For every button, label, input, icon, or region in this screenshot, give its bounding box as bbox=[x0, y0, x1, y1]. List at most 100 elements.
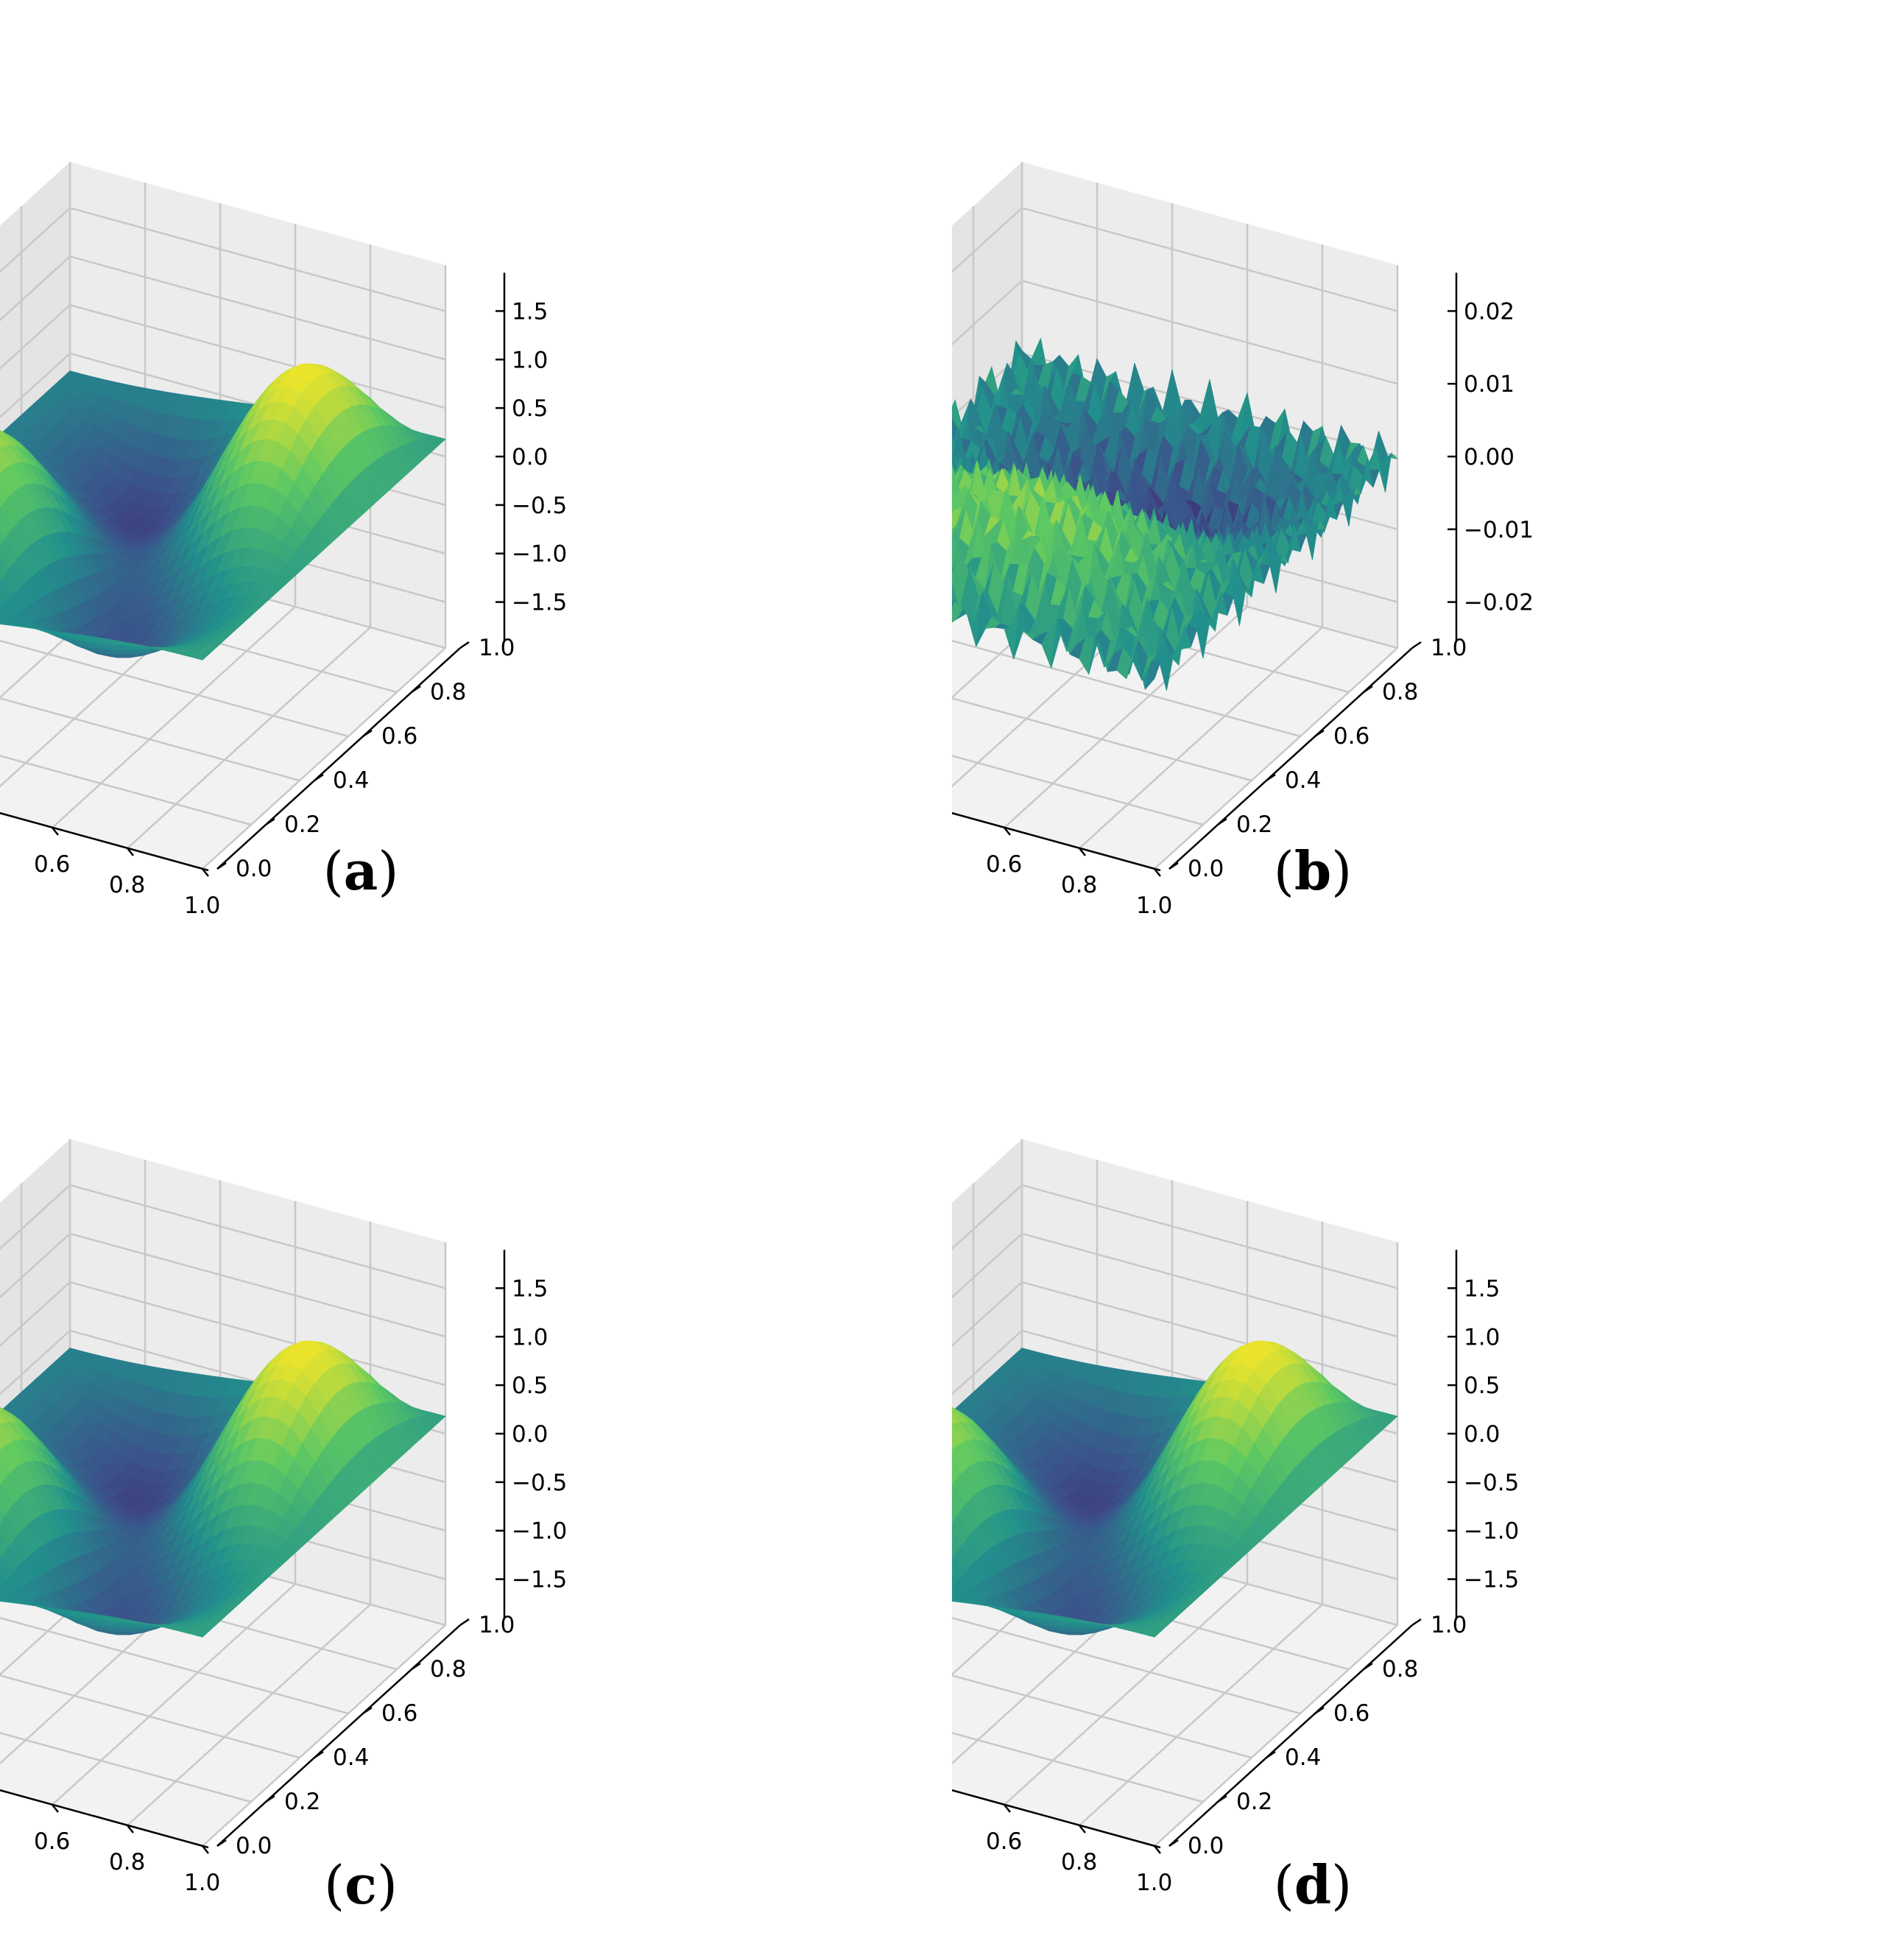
panel-b-y-tick-mark bbox=[1363, 685, 1373, 694]
panel-a-y-tick-label: 0.8 bbox=[430, 679, 466, 705]
panel-c: 0.00.20.40.60.81.00.00.20.40.60.81.0−1.5… bbox=[0, 977, 952, 1954]
panel-c-y-tick-label: 0.4 bbox=[333, 1744, 369, 1771]
panel-b-x-axis-line bbox=[952, 811, 1161, 872]
panel-a-y-tick-mark bbox=[459, 641, 470, 649]
panel-c-x-tick-mark bbox=[202, 1845, 209, 1854]
panel-b: 0.00.20.40.60.81.00.00.20.40.60.81.0−0.0… bbox=[952, 0, 1904, 977]
panel-c-surface-cell bbox=[189, 1627, 211, 1638]
panel-c-y-tick-mark bbox=[411, 1662, 421, 1671]
panel-a-y-tick-label: 0.0 bbox=[236, 856, 272, 882]
panel-c-z-tick-label: 1.5 bbox=[512, 1275, 548, 1302]
panel-a-x-tick-mark bbox=[127, 848, 134, 856]
panel-d-y-tick-mark bbox=[1363, 1662, 1373, 1671]
panel-a-y-tick-mark bbox=[314, 773, 324, 782]
panel-c-z-tick-label: 1.0 bbox=[512, 1324, 548, 1350]
panel-d-y-tick-label: 0.2 bbox=[1236, 1789, 1272, 1815]
panel-d-x-tick-label: 1.0 bbox=[1136, 1870, 1172, 1896]
panel-c-z-tick-label: 0.0 bbox=[512, 1421, 548, 1448]
panel-d-z-tick-label: −1.5 bbox=[1464, 1567, 1519, 1593]
panel-c-y-tick-mark bbox=[216, 1839, 227, 1847]
panel-b-surface bbox=[952, 338, 1399, 691]
panel-b-y-tick-mark bbox=[1314, 729, 1325, 738]
panel-c-y-tick-mark bbox=[362, 1706, 373, 1715]
panel-a: 0.00.20.40.60.81.00.00.20.40.60.81.0−1.5… bbox=[0, 0, 952, 977]
panel-c-x-axis-line bbox=[0, 1789, 209, 1849]
panel-d-y-tick-label: 0.6 bbox=[1333, 1700, 1369, 1727]
panel-b-y-axis-line bbox=[1168, 647, 1413, 870]
panel-c-y-tick-mark bbox=[314, 1750, 324, 1759]
panel-c-y-tick-label: 0.2 bbox=[284, 1789, 320, 1815]
panel-c-z-tick-label: −1.5 bbox=[512, 1567, 567, 1593]
caption-b: (b) bbox=[1273, 839, 1353, 902]
panel-a-z-tick-label: −1.5 bbox=[512, 590, 567, 616]
panel-b-x-tick-label: 0.6 bbox=[986, 851, 1022, 878]
panel-a-y-tick-mark bbox=[362, 729, 373, 738]
panel-d-z-tick-label: −1.0 bbox=[1464, 1518, 1519, 1545]
panel-d-y-axis-line bbox=[1168, 1624, 1413, 1847]
panel-d-x-tick-label: 0.6 bbox=[986, 1828, 1022, 1855]
caption-d: (d) bbox=[1273, 1853, 1353, 1916]
panel-b-axes bbox=[952, 272, 1458, 877]
panel-a-axes bbox=[0, 272, 506, 877]
panel-d-z-tick-label: 1.5 bbox=[1464, 1275, 1500, 1302]
panel-c-z-tick-label: 0.5 bbox=[512, 1373, 548, 1399]
panel-b-x-tick-mark bbox=[1004, 827, 1011, 836]
panel-c-y-tick-label: 0.8 bbox=[430, 1656, 466, 1683]
panel-d-z-tick-label: −0.5 bbox=[1464, 1470, 1519, 1496]
panel-a-z-tick-label: 1.0 bbox=[512, 347, 548, 373]
panel-d-y-tick-label: 0.8 bbox=[1382, 1656, 1418, 1683]
panel-d-z-tick-label: 1.0 bbox=[1464, 1324, 1500, 1350]
panel-b-z-tick-label: −0.02 bbox=[1464, 590, 1534, 616]
panel-a-y-axis-line bbox=[216, 647, 461, 870]
panel-c-x-tick-label: 0.6 bbox=[34, 1828, 70, 1855]
panel-b-x-tick-label: 1.0 bbox=[1136, 892, 1172, 919]
panel-c-y-tick-label: 0.6 bbox=[381, 1700, 417, 1727]
panel-d-z-tick-label: 0.0 bbox=[1464, 1421, 1500, 1448]
panel-a-x-tick-label: 1.0 bbox=[184, 892, 220, 919]
panel-c-x-tick-mark bbox=[52, 1804, 59, 1813]
panel-b-y-tick-label: 0.6 bbox=[1333, 723, 1369, 750]
panel-d-x-tick-mark bbox=[1079, 1825, 1086, 1834]
panel-a-z-tick-label: 1.5 bbox=[512, 298, 548, 325]
panel-b-x-tick-mark bbox=[1079, 848, 1086, 856]
panel-c-y-axis-line bbox=[216, 1624, 461, 1847]
panel-d-z-tick-label: 0.5 bbox=[1464, 1373, 1500, 1399]
panel-b-z-tick-label: 0.02 bbox=[1464, 298, 1515, 325]
panel-d-y-tick-label: 0.0 bbox=[1188, 1833, 1224, 1859]
panel-b-y-tick-mark bbox=[1266, 773, 1276, 782]
panel-c-y-tick-label: 0.0 bbox=[236, 1833, 272, 1859]
panel-b-z-tick-label: 0.00 bbox=[1464, 444, 1515, 471]
panel-d-x-tick-label: 0.8 bbox=[1061, 1849, 1097, 1875]
panel-b-y-tick-mark bbox=[1411, 641, 1422, 649]
panel-b-y-tick-label: 0.0 bbox=[1188, 856, 1224, 882]
panel-b-y-tick-label: 0.2 bbox=[1236, 811, 1272, 838]
panel-c-surface bbox=[0, 1340, 446, 1638]
panel-c-z-tick-label: −1.0 bbox=[512, 1518, 567, 1545]
panel-b-x-tick-label: 0.8 bbox=[1061, 872, 1097, 898]
panel-d-x-tick-mark bbox=[1154, 1845, 1161, 1854]
panel-c-axes bbox=[0, 1250, 506, 1854]
panel-a-z-tick-label: −0.5 bbox=[512, 493, 567, 519]
surface-plot-c: 0.00.20.40.60.81.00.00.20.40.60.81.0−1.5… bbox=[0, 1139, 567, 1896]
panel-a-z-tick-label: −1.0 bbox=[512, 541, 567, 568]
panel-a-y-tick-mark bbox=[411, 685, 421, 694]
panel-b-y-tick-mark bbox=[1217, 817, 1227, 826]
panel-a-z-tick-label: 0.5 bbox=[512, 395, 548, 422]
panel-a-x-tick-label: 0.6 bbox=[34, 851, 70, 878]
panel-c-x-tick-label: 0.8 bbox=[109, 1849, 145, 1875]
panel-a-y-tick-label: 0.6 bbox=[381, 723, 417, 750]
panel-a-surface-cell bbox=[189, 650, 211, 661]
panel-d-axes bbox=[952, 1250, 1458, 1854]
panel-d: 0.00.20.40.60.81.00.00.20.40.60.81.0−1.5… bbox=[952, 977, 1904, 1954]
panel-c-x-tick-label: 1.0 bbox=[184, 1870, 220, 1896]
panel-d-y-tick-mark bbox=[1266, 1750, 1276, 1759]
panel-a-x-tick-mark bbox=[52, 827, 59, 836]
caption-c: (c) bbox=[323, 1853, 398, 1916]
panel-a-x-axis-line bbox=[0, 811, 209, 872]
panel-a-y-tick-mark bbox=[265, 817, 275, 826]
caption-a: (a) bbox=[322, 839, 399, 902]
panel-d-x-axis-line bbox=[952, 1789, 1161, 1849]
panel-a-y-tick-label: 0.4 bbox=[333, 767, 369, 794]
panel-a-y-tick-label: 1.0 bbox=[479, 635, 515, 661]
panel-d-surface-cell bbox=[1141, 1627, 1163, 1638]
